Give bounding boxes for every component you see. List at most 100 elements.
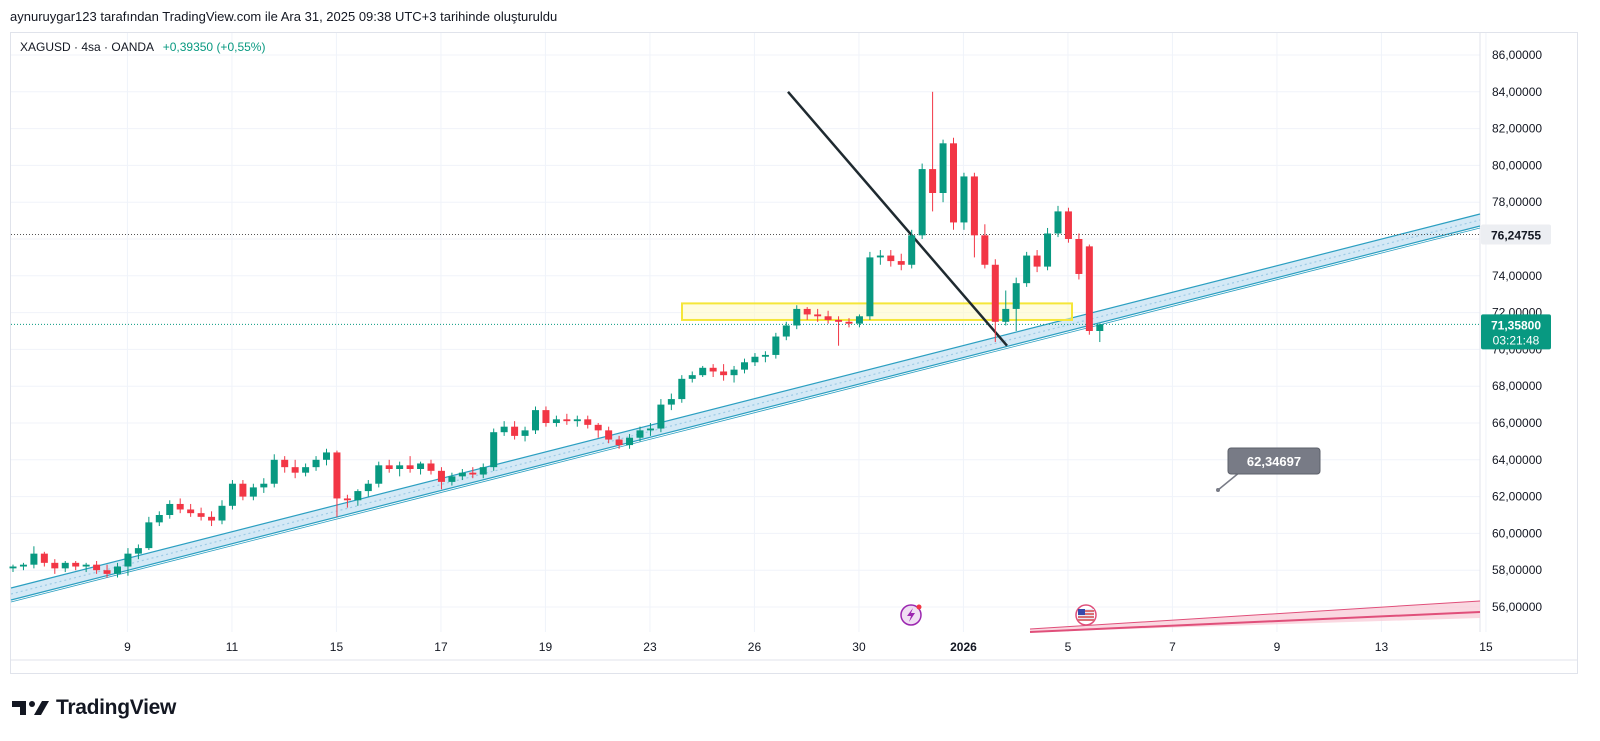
candle-body (208, 516, 216, 521)
candle-body (145, 522, 153, 549)
candle-body (364, 483, 372, 492)
candle-body (908, 235, 916, 265)
candle-body (552, 419, 560, 423)
candle-body (155, 515, 163, 523)
chart-frame[interactable] (10, 32, 1578, 674)
y-tick-label: 66,00000 (1492, 416, 1542, 430)
x-tick-label: 26 (748, 640, 762, 654)
y-tick-label: 58,00000 (1492, 563, 1542, 577)
candle-body (124, 553, 132, 567)
candle-body (1012, 283, 1020, 309)
candle-body (636, 430, 644, 438)
candle-body (688, 375, 696, 379)
pink-channel-fill (1030, 601, 1480, 632)
attribution-text: aynuruygar123 tarafından TradingView.com… (10, 9, 558, 24)
x-tick-label: 30 (852, 640, 866, 654)
tradingview-logo-icon (12, 701, 49, 715)
candle-body (814, 314, 822, 317)
candle-body (228, 483, 236, 506)
candle-body (1023, 255, 1031, 284)
candle-body (406, 465, 414, 469)
candle-body (281, 459, 289, 468)
x-tick-label: 19 (539, 640, 553, 654)
candle-body (270, 459, 278, 484)
candle-body (40, 553, 48, 563)
candle-body (479, 467, 487, 475)
level-price-box (1481, 224, 1551, 245)
candle-body (114, 566, 121, 574)
candle-body (82, 564, 90, 567)
candle-body (176, 503, 184, 510)
y-tick-label: 84,00000 (1492, 85, 1542, 99)
x-tick-label: 2026 (950, 640, 977, 654)
candle-body (93, 564, 101, 571)
y-tick-label: 68,00000 (1492, 379, 1542, 393)
candle-body (605, 430, 613, 440)
candle-body (699, 367, 707, 376)
candle-body (458, 472, 466, 477)
candle-body (793, 308, 801, 326)
candle-body (469, 472, 477, 475)
candle-body (615, 439, 623, 446)
candle-body (667, 399, 675, 405)
candle-body (291, 467, 299, 473)
x-tick-label: 11 (226, 640, 239, 654)
candle-body (1002, 308, 1010, 322)
pink-channel-mid (1029, 611, 1481, 633)
candle-body (678, 378, 686, 400)
candle-body (741, 362, 748, 370)
countdown-label: 03:21:48 (1493, 333, 1540, 347)
candle-body (991, 264, 999, 322)
candle-body (897, 261, 905, 265)
candle-body (375, 465, 383, 484)
candle-body (448, 476, 456, 482)
event-marker-lightning (900, 604, 922, 626)
candle-body (323, 452, 330, 460)
candle-body (960, 176, 968, 223)
level-price-label: 76,24755 (1491, 228, 1541, 242)
y-tick-label: 82,00000 (1492, 122, 1542, 136)
candle-body (343, 498, 351, 501)
tradingview-logo[interactable]: TradingView (12, 696, 176, 720)
candle-body (437, 470, 445, 482)
candle-body (354, 491, 362, 501)
y-tick-label: 80,00000 (1492, 158, 1542, 172)
candle-body (385, 465, 393, 469)
y-tick-label: 74,00000 (1492, 269, 1542, 283)
candle-body (761, 354, 769, 357)
candle-body (30, 553, 38, 565)
logo-text: TradingView (56, 696, 177, 719)
channel-lower-line (10, 225, 1481, 601)
candle-body (197, 513, 205, 517)
callout-anchor (1216, 488, 1220, 492)
candle-body (824, 316, 832, 320)
candle-body (563, 419, 571, 422)
candle-body (1085, 246, 1093, 331)
candle-body (218, 505, 226, 521)
candle-body (511, 426, 519, 436)
x-tick-label: 15 (1479, 640, 1493, 654)
candle-body (803, 308, 811, 315)
x-tick-label: 7 (1169, 640, 1176, 654)
candle-body (103, 570, 111, 574)
candle-body (72, 562, 80, 567)
y-tick-label: 56,00000 (1492, 600, 1542, 614)
y-tick-label: 62,00000 (1492, 490, 1542, 504)
x-tick-label: 23 (643, 640, 657, 654)
candle-body (720, 371, 728, 376)
candle-body (542, 410, 550, 423)
flag-canton (1078, 609, 1085, 615)
candle-body (939, 143, 947, 193)
candle-body (333, 452, 341, 499)
descending-trendline (787, 90, 1008, 347)
symbol-legend[interactable]: XAGUSD · 4sa · OANDA +0,39350 (+0,55%) (20, 40, 265, 54)
x-tick-label: 13 (1375, 640, 1389, 654)
candle-body (929, 169, 937, 193)
candle-body (187, 509, 195, 514)
candle-body (9, 566, 17, 569)
candle-body (396, 465, 404, 469)
x-axis: 9 11 15 17 19 23 26 30 2026 5 7 9 13 15 (124, 640, 1493, 654)
candle-body (646, 428, 654, 431)
